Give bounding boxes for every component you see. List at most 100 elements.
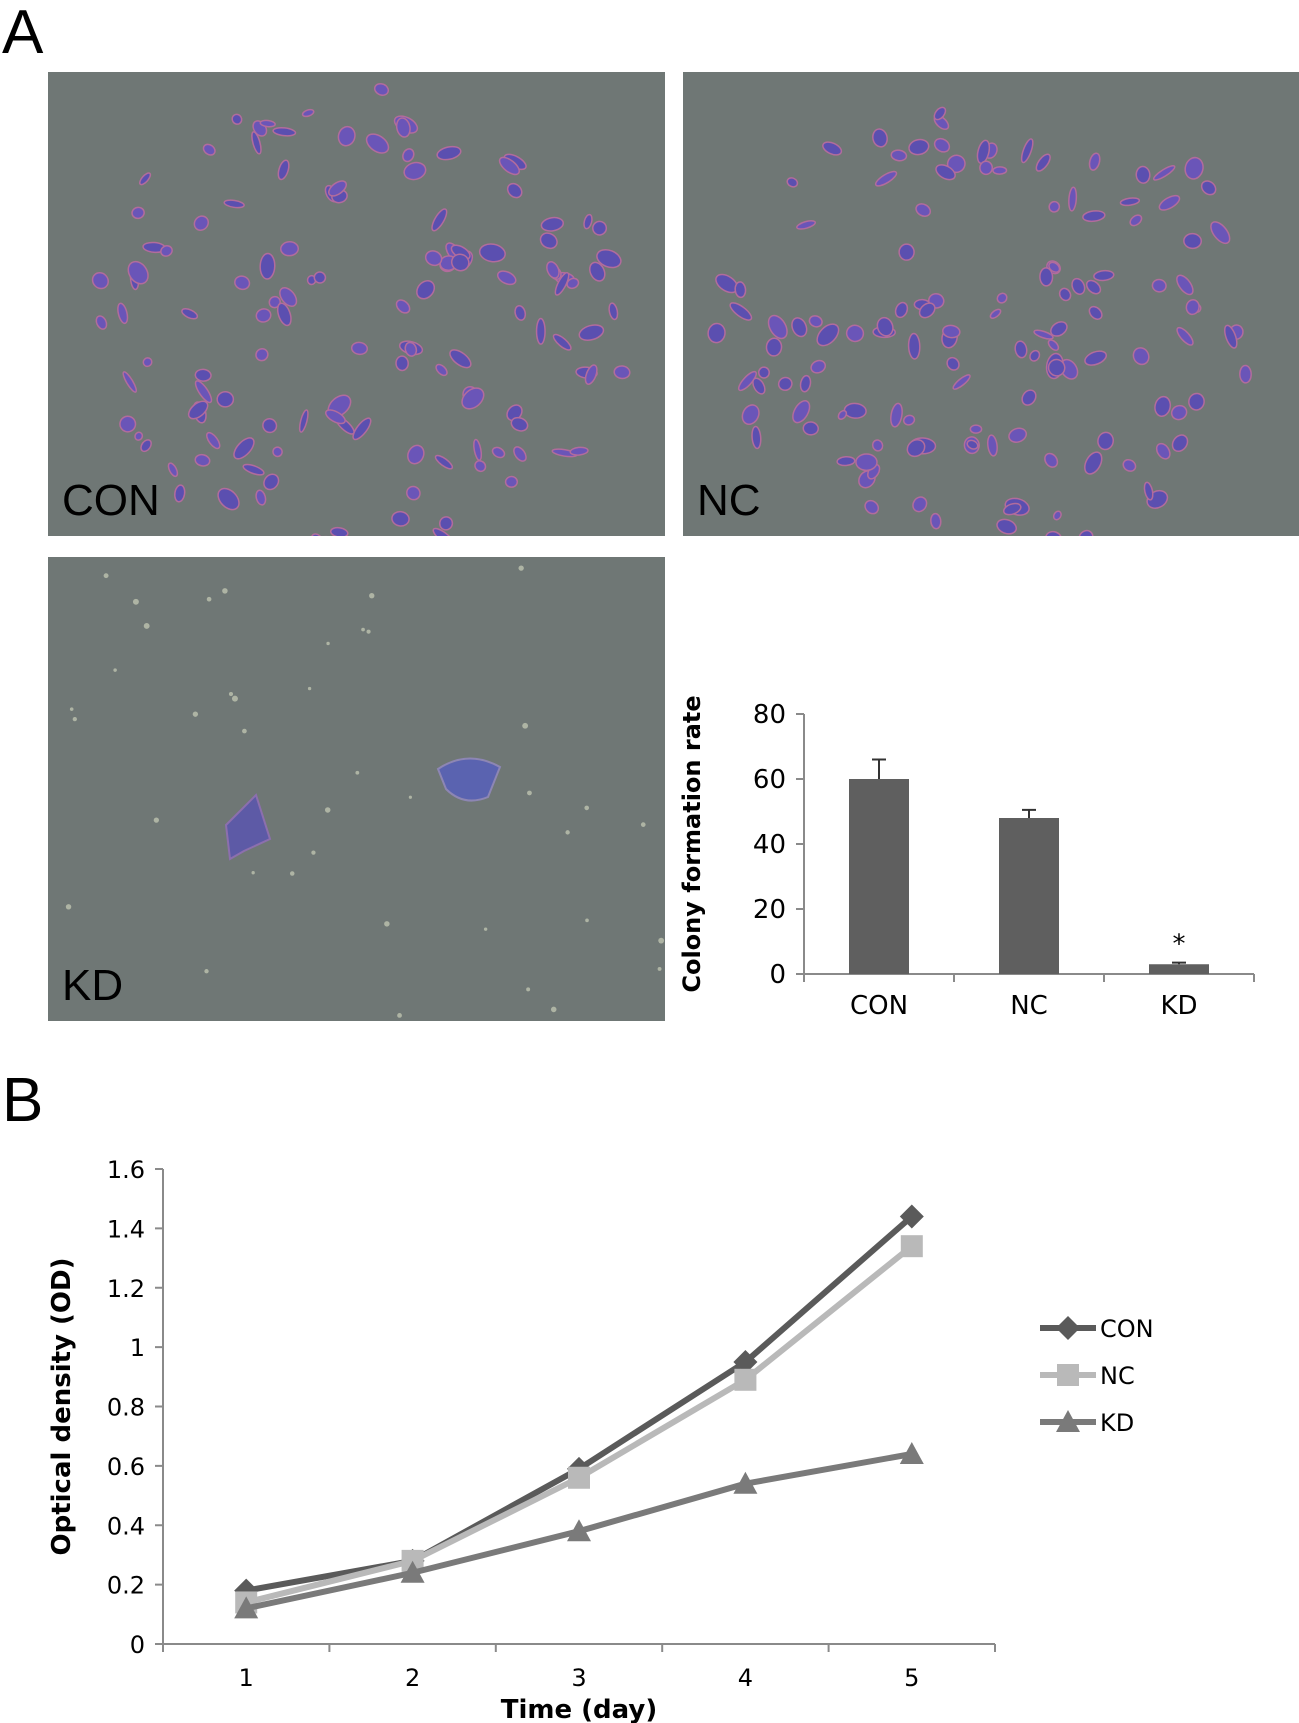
stained-cell <box>279 287 298 307</box>
stained-cell <box>223 199 245 209</box>
stained-cell <box>1008 427 1028 443</box>
stained-cell <box>1021 389 1037 406</box>
stained-cell <box>474 460 487 473</box>
stained-cell <box>255 347 269 362</box>
stained-cell <box>407 444 425 465</box>
stained-cell <box>117 302 129 325</box>
stained-cell <box>403 161 427 181</box>
stained-cell <box>552 333 572 351</box>
legend-marker-kd <box>1056 1410 1080 1432</box>
debris-speck <box>657 966 662 971</box>
debris-speck <box>242 728 247 734</box>
stained-cell <box>1119 197 1141 207</box>
stained-cell <box>350 341 369 356</box>
bar-kd <box>1149 964 1209 974</box>
stained-cell <box>1068 186 1078 212</box>
bar-y-axis-title: Colony formation rate <box>678 695 706 992</box>
stained-cell <box>810 359 827 374</box>
stained-cell <box>1155 442 1171 460</box>
stained-cell <box>1035 153 1051 172</box>
debris-speck <box>324 807 331 813</box>
stained-cell <box>224 793 272 861</box>
stained-cell <box>908 138 930 156</box>
stained-cell <box>1033 329 1054 340</box>
stained-cell <box>1154 395 1172 417</box>
stained-cell <box>259 252 276 280</box>
stained-cell <box>298 409 309 433</box>
stained-cell <box>139 172 152 186</box>
stained-cell <box>91 272 109 290</box>
panel-label-b: B <box>2 1066 44 1135</box>
stained-cell <box>935 164 956 181</box>
stained-cell <box>1039 267 1054 287</box>
stained-cell <box>424 250 443 267</box>
stained-cell <box>263 473 280 491</box>
stained-cell <box>845 324 865 343</box>
stained-cell <box>912 496 928 513</box>
stained-cell <box>513 446 527 462</box>
stained-cell <box>822 141 843 156</box>
stained-cell <box>432 527 455 536</box>
stained-cell <box>313 271 327 284</box>
line-y-tick-label: 1.4 <box>107 1215 145 1243</box>
stained-cell <box>915 203 932 217</box>
stained-cell <box>1020 138 1034 164</box>
stained-cell <box>1239 364 1252 384</box>
micrograph-label-con: CON <box>62 476 160 525</box>
stained-cell <box>734 281 747 299</box>
data-point-kd <box>234 1596 259 1619</box>
stained-cell <box>802 421 819 436</box>
stained-cell <box>491 446 506 459</box>
stained-cell <box>1135 165 1151 184</box>
stained-cell <box>1210 221 1231 245</box>
stained-cell <box>1050 321 1068 337</box>
stained-cell <box>194 368 212 382</box>
debris-speck <box>640 822 646 827</box>
data-point-con <box>733 1349 758 1374</box>
stained-cell <box>1058 287 1072 302</box>
debris-speck <box>361 627 365 632</box>
debris-speck <box>113 668 117 672</box>
stained-cell <box>255 489 267 506</box>
stained-cell <box>194 453 211 467</box>
stained-cell <box>328 180 348 197</box>
stained-cell <box>952 374 971 390</box>
micrograph-label-kd: KD <box>62 961 124 1010</box>
debris-speck <box>355 770 360 775</box>
stained-cell <box>478 243 506 263</box>
stained-cell <box>792 400 811 424</box>
stained-cell <box>131 206 145 220</box>
stained-cell <box>301 108 315 118</box>
bar-y-tick-label: 60 <box>753 765 786 795</box>
stained-cell <box>535 317 546 345</box>
stained-cell <box>402 148 415 163</box>
stained-cell <box>504 475 519 488</box>
stained-cell <box>127 260 149 285</box>
data-point-nc <box>900 1235 923 1258</box>
stained-cell <box>142 357 153 368</box>
line-y-tick-label: 0.2 <box>107 1572 145 1600</box>
debris-speck <box>366 629 371 634</box>
stained-cell <box>874 170 898 187</box>
debris-speck <box>307 686 312 691</box>
stained-cell <box>890 149 908 162</box>
stained-cell <box>272 127 297 137</box>
stained-cell <box>566 277 580 290</box>
stained-cell <box>510 416 529 432</box>
line-y-tick-label: 1 <box>130 1334 145 1362</box>
debris-speck <box>527 790 532 796</box>
stained-cell <box>1084 451 1103 475</box>
debris-speck <box>550 1006 557 1013</box>
stained-cell <box>737 370 757 392</box>
stained-cell <box>786 177 799 188</box>
line-x-axis-title: Time (day) <box>501 1695 658 1723</box>
stained-cell <box>1097 431 1115 451</box>
series-line-nc <box>245 1243 914 1606</box>
legend-marker-con <box>1056 1316 1080 1340</box>
stained-cell <box>498 156 520 176</box>
line-y-axis-title: Optical density (OD) <box>47 1258 77 1556</box>
stained-cell <box>791 317 808 338</box>
stained-cell <box>751 425 762 450</box>
line-x-tick-label: 5 <box>904 1664 919 1692</box>
stained-cell <box>438 516 454 531</box>
